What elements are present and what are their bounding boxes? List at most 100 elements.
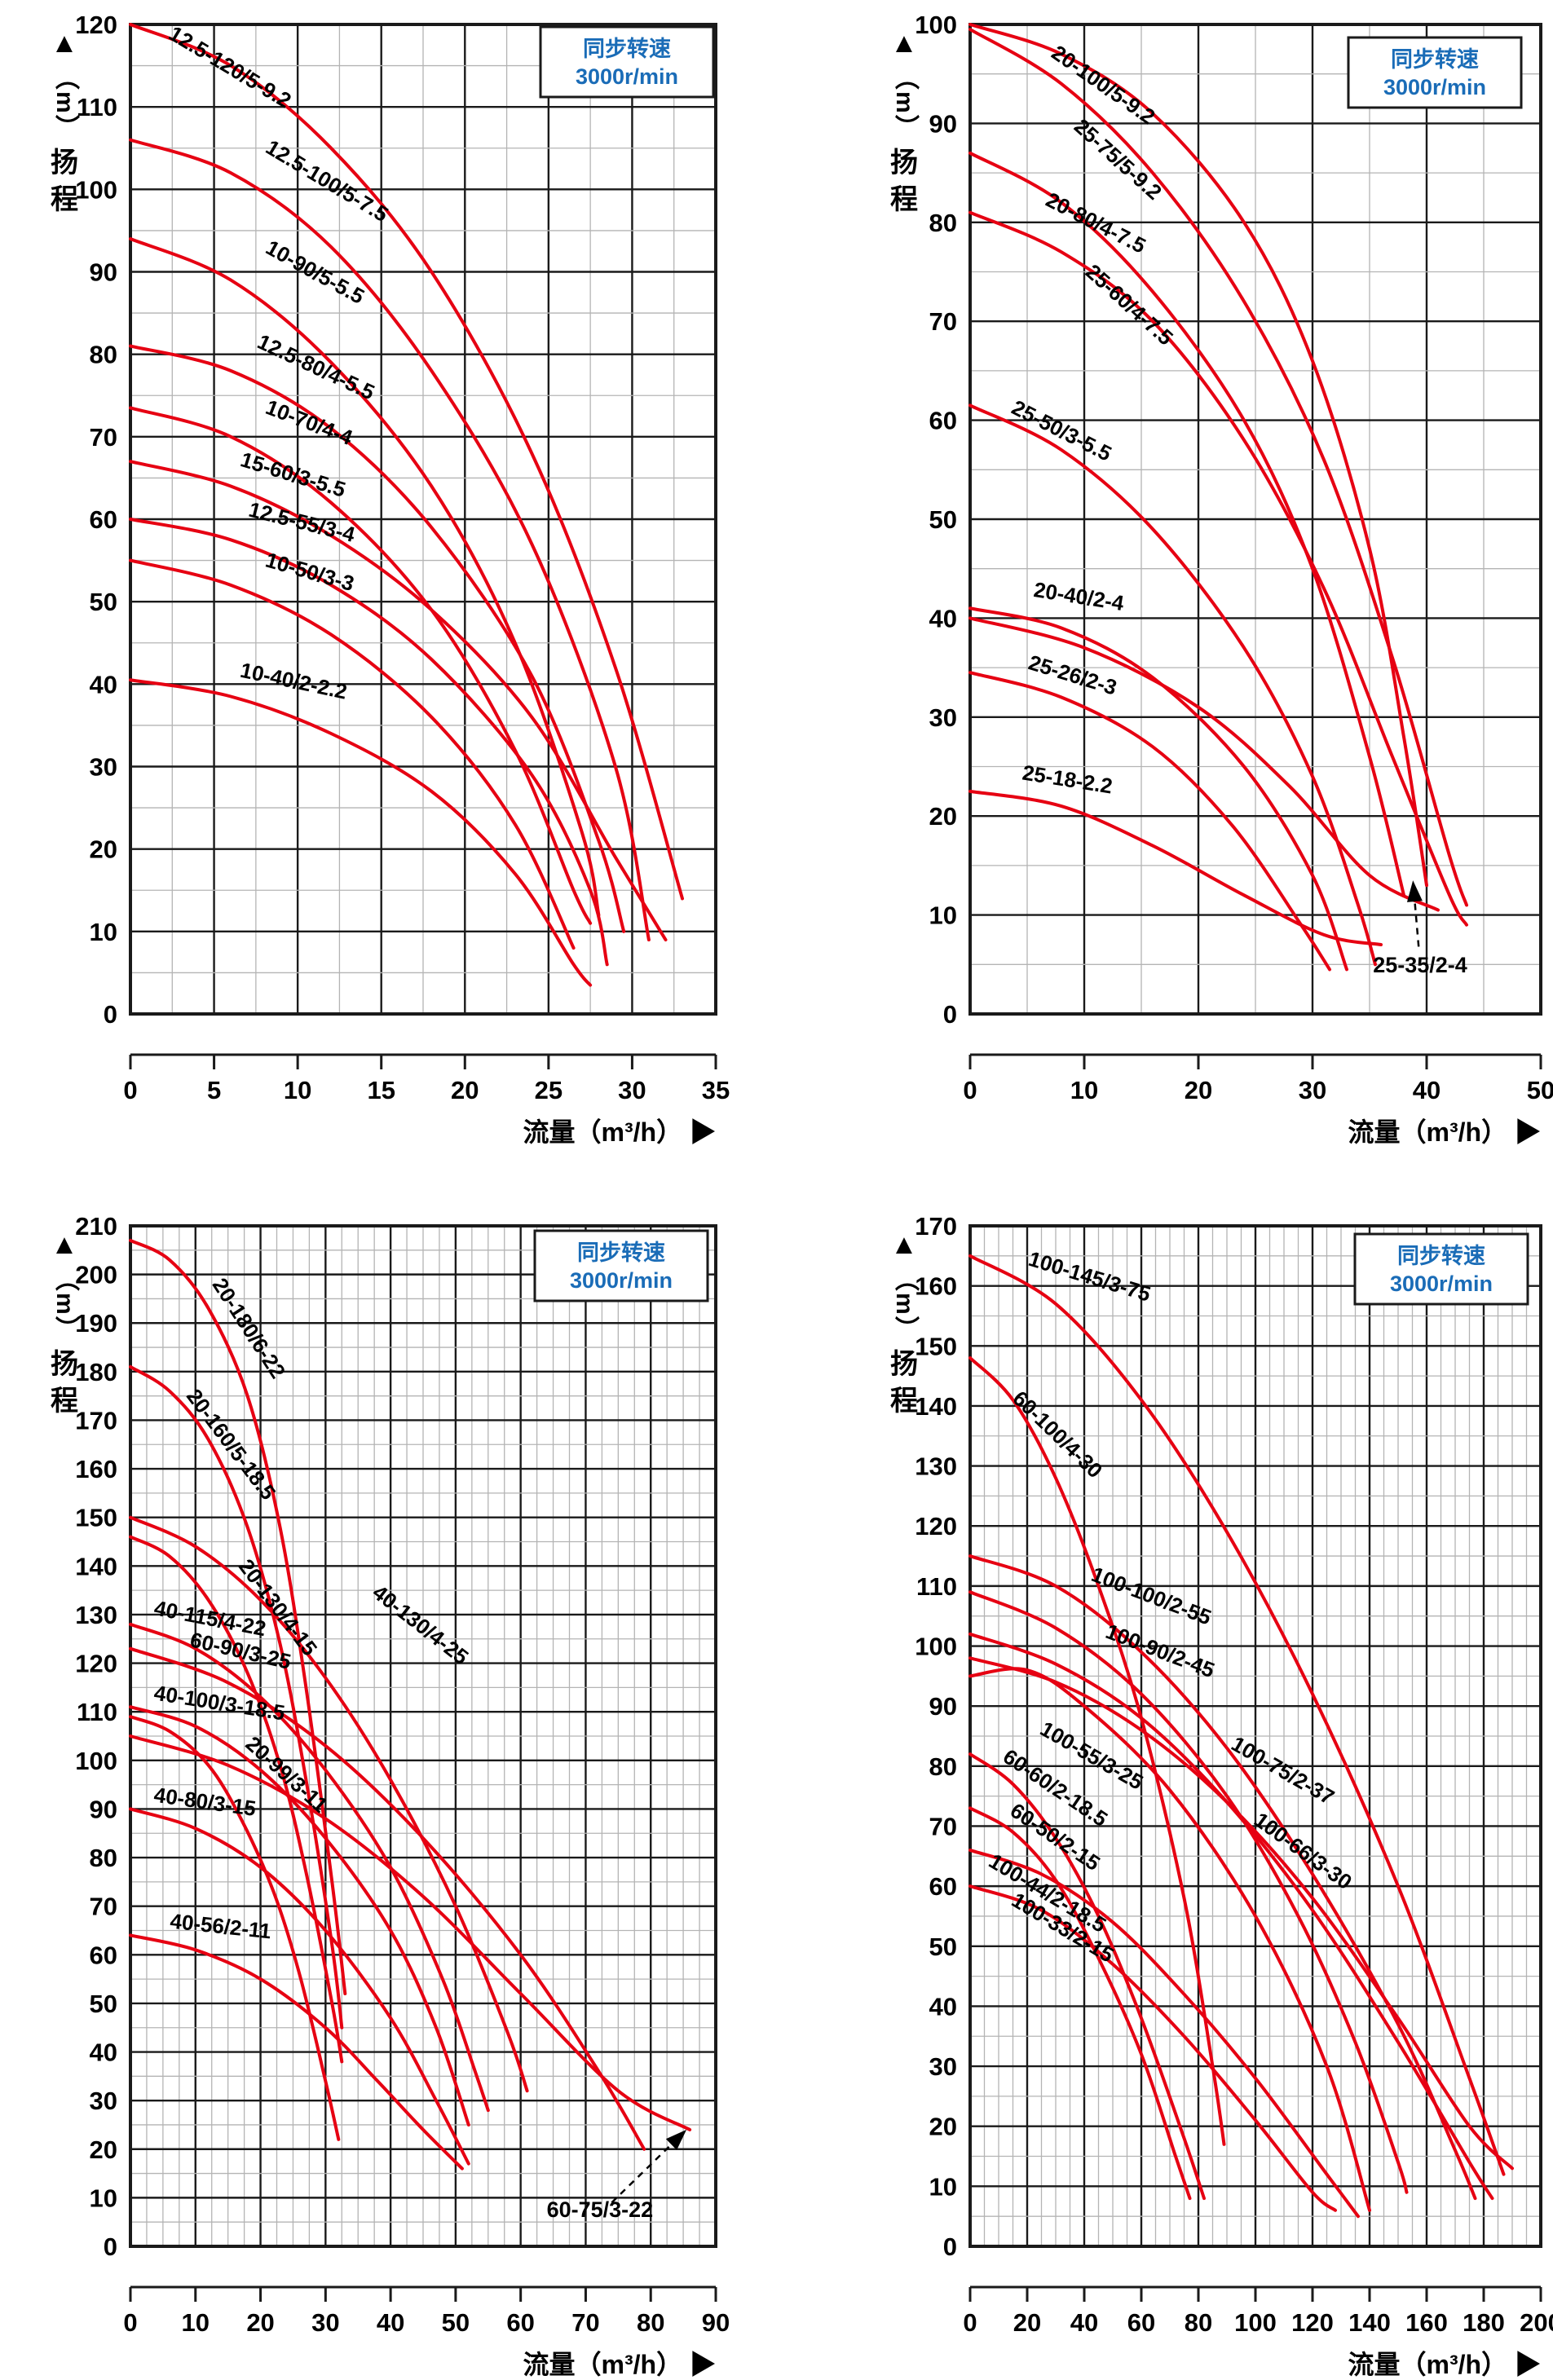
curve-25-50/3-5.5 <box>968 403 1377 967</box>
y-tick-label: 90 <box>929 109 957 138</box>
curve-100-55/3-25 <box>968 1667 1371 2212</box>
curve-40-56/2-11 <box>129 1933 464 2171</box>
curve-12.5-120/5-9.2 <box>129 23 684 901</box>
y-tick-label: 10 <box>90 918 117 946</box>
curve-label-12.5-120/5-9.2: 12.5-120/5-9.2 <box>165 21 295 113</box>
x-tick-label: 80 <box>1185 2308 1212 2337</box>
speed-box-line1: 同步转速 <box>1397 1244 1485 1268</box>
curve-label-40-130/4-25: 40-130/4-25 <box>368 1580 473 1669</box>
curve-60-50/2-15 <box>968 1806 1192 2201</box>
x-tick-label: 0 <box>963 2308 977 2337</box>
curve-25-18-2.2 <box>968 789 1383 946</box>
chart-panel-bottom-right: 0 10 20 30 40 50 60 70 80 90 100 110 120 130 140 150 160… <box>864 1208 1553 2380</box>
curve-10-90/5-5.5 <box>129 237 601 917</box>
head-axis-char: 扬 <box>51 147 78 178</box>
curve-100-33/2-15 <box>968 1884 1337 2212</box>
x-tick-label: 160 <box>1405 2308 1448 2337</box>
up-arrow-icon: ▲ <box>890 1229 918 1260</box>
y-tick-label: 120 <box>915 1512 957 1540</box>
x-tick-label: 60 <box>506 2308 534 2337</box>
curves-group <box>968 1254 1514 2219</box>
y-tick-label: 40 <box>90 2038 117 2067</box>
x-tick-label: 200 <box>1520 2308 1553 2337</box>
y-tick-label: 130 <box>75 1601 117 1629</box>
y-tick-label: 50 <box>90 1990 117 2018</box>
y-tick-label: 50 <box>929 1933 957 1961</box>
x-axis-scale-bar: 0 10 20 30 40 50 <box>963 1053 1553 1104</box>
x-tick-label: 50 <box>1527 1076 1553 1104</box>
y-tick-label: 110 <box>77 1698 117 1726</box>
curve-10-40/2-2.2 <box>129 678 593 987</box>
y-tick-label: 170 <box>75 1406 117 1435</box>
curve-60-90/3-25 <box>129 1646 646 2151</box>
chart-canvas: 010203040506070809010020-100/5-9.225-75/… <box>915 11 1553 1147</box>
speed-box <box>533 1229 709 1302</box>
y-axis-tick-labels: 0 10 20 30 40 50 60 70 80 90 100 110 120 130 140 150 160… <box>75 1212 117 2261</box>
y-tick-label: 160 <box>915 1272 957 1301</box>
y-tick-label: 140 <box>915 1392 957 1421</box>
curve-12.5-55/3-4 <box>129 518 609 967</box>
head-axis-title: ▲ （m） 扬程 <box>42 1231 86 1417</box>
y-tick-label: 40 <box>929 1992 957 2021</box>
x-tick-label: 140 <box>1348 2308 1391 2337</box>
y-tick-label: 20 <box>929 2113 957 2141</box>
y-tick-label: 10 <box>929 901 957 930</box>
x-tick-label: 0 <box>123 1076 137 1104</box>
head-axis-char: 程 <box>890 1386 918 1417</box>
annotation-label-60-75/3-22: 60-75/3-22 <box>547 2197 654 2222</box>
curve-label-60-100/4-30: 60-100/4-30 <box>1008 1386 1108 1483</box>
head-axis-char: 程 <box>51 1386 78 1417</box>
y-tick-label: 30 <box>90 2087 117 2115</box>
y-tick-label: 80 <box>90 341 117 369</box>
speed-box <box>1353 1232 1529 1306</box>
curve-label-12.5-55/3-4: 12.5-55/3-4 <box>246 497 358 547</box>
curve-10-70/4-4 <box>129 406 593 925</box>
annotation-arrow-tail <box>1413 897 1420 947</box>
y-tick-label: 200 <box>75 1261 117 1289</box>
curve-label-10-50/3-3: 10-50/3-3 <box>263 548 356 597</box>
y-tick-label: 120 <box>75 11 117 39</box>
x-tick-label: 35 <box>702 1076 730 1104</box>
y-tick-label: 80 <box>90 1844 117 1872</box>
head-axis-char: 扬 <box>890 147 918 178</box>
flow-axis-title: 流量（m³/h） ▶ <box>1348 2350 1541 2379</box>
x-tick-label: 40 <box>377 2308 404 2337</box>
x-tick-label: 20 <box>246 2308 274 2337</box>
x-tick-label: 100 <box>1234 2308 1277 2337</box>
x-tick-label: 25 <box>535 1076 563 1104</box>
x-axis-scale-bar: 0 20 40 60 80 100 120 140 160 180 200 <box>963 2285 1553 2337</box>
flow-axis-title: 流量（m³/h） ▶ <box>523 2350 716 2379</box>
curve-25-35/2-4 <box>968 616 1440 912</box>
speed-box <box>1347 36 1523 109</box>
curve-100-66/3-30 <box>968 1656 1514 2171</box>
x-axis-scale-bar: 0 10 20 30 40 50 60 70 80 90 <box>123 2285 730 2337</box>
speed-box-line1: 同步转速 <box>1391 47 1479 72</box>
head-axis-char: 程 <box>51 184 78 216</box>
speed-box <box>539 25 715 99</box>
y-tick-label: 180 <box>75 1358 117 1386</box>
y-tick-label: 100 <box>915 11 957 39</box>
curve-10-50/3-3 <box>129 558 576 950</box>
annotation-arrowhead <box>1406 880 1423 902</box>
y-tick-label: 90 <box>90 1795 117 1823</box>
flow-axis-title: 流量（m³/h） ▶ <box>1348 1117 1541 1147</box>
x-tick-label: 0 <box>963 1076 977 1104</box>
y-axis-tick-labels: 0 10 20 30 40 50 60 70 80 90 100 110 120 130 140 150 160… <box>915 1212 957 2261</box>
y-tick-label: 20 <box>90 835 117 864</box>
up-arrow-icon: ▲ <box>890 28 918 59</box>
speed-box-line2: 3000r/min <box>576 64 678 89</box>
y-tick-label: 70 <box>929 1812 957 1840</box>
x-tick-label: 40 <box>1413 1076 1440 1104</box>
y-tick-label: 60 <box>90 505 117 534</box>
x-tick-label: 120 <box>1291 2308 1334 2337</box>
chart-panel-top-left: 0 10 20 30 40 50 60 70 80 90 100 110 120 12.5-120/5-9… <box>24 7 736 1157</box>
curve-25-60/4-7.5 <box>968 210 1468 927</box>
curve-label-100-100/2-55: 100-100/2-55 <box>1088 1562 1215 1629</box>
curve-20-100/5-9.2 <box>968 23 1428 888</box>
curve-label-10-70/4-4: 10-70/4-4 <box>263 394 356 450</box>
x-tick-label: 5 <box>207 1076 221 1104</box>
y-tick-label: 10 <box>90 2184 117 2212</box>
curves-group <box>968 23 1468 972</box>
annotation-label-25-35/2-4: 25-35/2-4 <box>1373 953 1467 977</box>
head-axis-title: ▲ （m） 扬程 <box>882 1231 926 1417</box>
